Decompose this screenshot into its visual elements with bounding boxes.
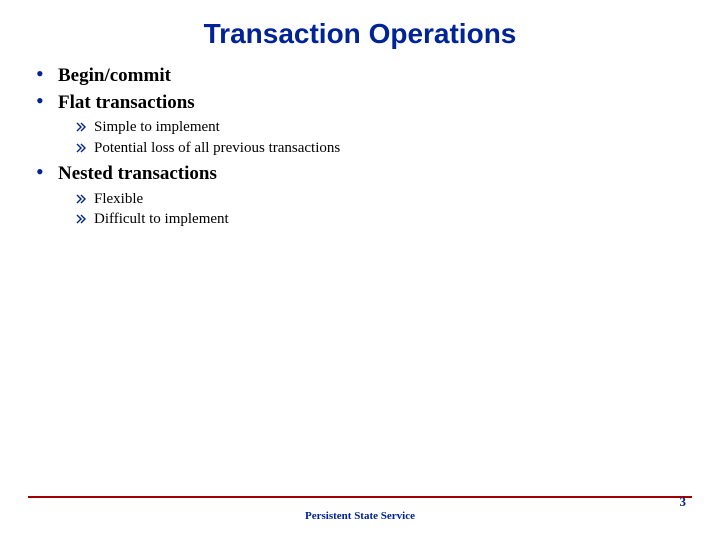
slide-content: • Begin/commit • Flat transactions Simpl… — [28, 64, 692, 229]
bullet-icon: • — [36, 160, 58, 183]
sublist-item-label: Potential loss of all previous transacti… — [94, 138, 340, 158]
arrow-icon — [76, 143, 94, 153]
sublist-item-label: Flexible — [94, 189, 143, 209]
sublist-item: Difficult to implement — [76, 209, 692, 229]
page-number: 3 — [680, 494, 687, 510]
sublist-item: Flexible — [76, 189, 692, 209]
bullet-icon: • — [36, 62, 58, 85]
arrow-icon — [76, 214, 94, 224]
arrow-icon — [76, 194, 94, 204]
list-item: • Nested transactions — [36, 162, 692, 187]
slide-title: Transaction Operations — [28, 18, 692, 50]
footer-text: Persistent State Service — [0, 510, 720, 522]
bullet-icon: • — [36, 89, 58, 112]
list-item-label: Begin/commit — [58, 64, 171, 89]
sublist: Flexible Difficult to implement — [36, 189, 692, 230]
footer-divider — [28, 496, 692, 498]
sublist-item: Potential loss of all previous transacti… — [76, 138, 692, 158]
sublist-item-label: Difficult to implement — [94, 209, 229, 229]
sublist-item: Simple to implement — [76, 117, 692, 137]
slide: Transaction Operations • Begin/commit • … — [0, 0, 720, 540]
list-item-label: Nested transactions — [58, 162, 217, 187]
arrow-icon — [76, 122, 94, 132]
list-item-label: Flat transactions — [58, 91, 195, 116]
list-item: • Begin/commit — [36, 64, 692, 89]
sublist: Simple to implement Potential loss of al… — [36, 117, 692, 158]
sublist-item-label: Simple to implement — [94, 117, 220, 137]
list-item: • Flat transactions — [36, 91, 692, 116]
